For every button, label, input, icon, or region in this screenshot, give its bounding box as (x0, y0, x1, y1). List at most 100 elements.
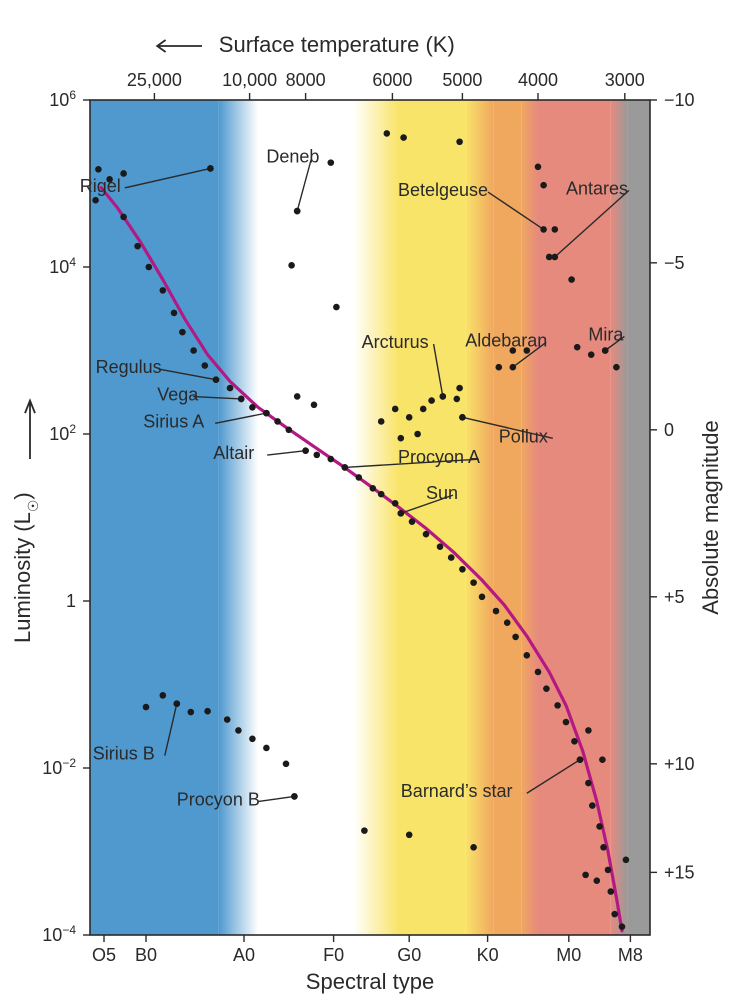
svg-text:102: 102 (49, 422, 76, 444)
star-point (623, 857, 630, 864)
star-point (600, 844, 607, 851)
star-label: Deneb (266, 147, 319, 167)
chart-svg: RigelDenebBetelgeuseAntaresRegulusVegaSi… (0, 0, 744, 1000)
star-point (535, 669, 542, 676)
star-point (333, 304, 340, 311)
arrow-left-icon (157, 40, 202, 52)
star-point (540, 182, 547, 189)
star-point (574, 344, 581, 351)
svg-text:10−2: 10−2 (42, 756, 76, 778)
star-point (437, 543, 444, 550)
star-point (599, 756, 606, 763)
right-axis-title: Absolute magnitude (698, 420, 723, 614)
star-point (249, 404, 256, 411)
star-point (356, 474, 363, 481)
star-point (493, 608, 500, 615)
star-point (456, 385, 463, 392)
star-point (582, 872, 589, 879)
star-point (470, 844, 477, 851)
star-point (314, 452, 321, 459)
arrow-up-icon (25, 401, 35, 459)
star-point (286, 427, 293, 434)
svg-text:104: 104 (49, 255, 76, 277)
svg-text:10−4: 10−4 (42, 923, 76, 945)
star-point (204, 708, 211, 715)
star-label: Regulus (96, 357, 162, 377)
star-point (134, 243, 141, 250)
star-point (613, 364, 620, 371)
star-point (554, 702, 561, 709)
star-point (120, 170, 127, 177)
star-point (160, 287, 167, 294)
star-point (95, 166, 102, 173)
star-label: Altair (213, 443, 254, 463)
star-point (328, 456, 335, 463)
svg-text:0: 0 (664, 420, 674, 440)
star-point (406, 832, 413, 839)
star-point (428, 397, 435, 404)
svg-text:F0: F0 (323, 945, 344, 965)
star-point (571, 738, 578, 745)
star-point (470, 579, 477, 586)
svg-text:M0: M0 (556, 945, 581, 965)
star-label: Pollux (499, 426, 548, 446)
star-label: Antares (566, 178, 628, 198)
star-point (92, 197, 99, 204)
star-point (190, 347, 197, 354)
star-point (409, 518, 416, 525)
star-label: Arcturus (362, 332, 429, 352)
star-point (378, 491, 385, 498)
star-point (361, 827, 368, 834)
svg-text:O5: O5 (92, 945, 116, 965)
star-point (378, 418, 385, 425)
svg-text:+15: +15 (664, 862, 695, 882)
star-point (311, 401, 318, 408)
svg-text:B0: B0 (135, 945, 157, 965)
svg-text:−5: −5 (664, 253, 685, 273)
svg-text:+10: +10 (664, 754, 695, 774)
svg-text:5000: 5000 (442, 70, 482, 90)
svg-text:8000: 8000 (286, 70, 326, 90)
star-point (400, 134, 407, 141)
star-point (392, 406, 399, 413)
star-point (589, 802, 596, 809)
star-label: Betelgeuse (398, 180, 488, 200)
star-point (249, 735, 256, 742)
star-point (543, 685, 550, 692)
star-point (448, 554, 455, 561)
star-point (459, 566, 466, 573)
star-point (406, 414, 413, 421)
star-point (423, 531, 430, 538)
star-label: Sun (426, 483, 458, 503)
star-label: Barnard’s star (401, 781, 513, 801)
star-point (143, 704, 150, 711)
star-point (398, 435, 405, 442)
star-point (146, 264, 153, 271)
star-point (392, 500, 399, 507)
svg-text:+5: +5 (664, 587, 685, 607)
star-label: Mira (588, 324, 624, 344)
star-point (524, 652, 531, 659)
star-point (456, 138, 463, 145)
star-point (605, 867, 612, 874)
svg-text:25,000: 25,000 (127, 70, 182, 90)
star-point (370, 485, 377, 492)
star-point (619, 923, 626, 930)
left-axis-title: Luminosity (L☉) (10, 492, 41, 643)
star-point (611, 911, 618, 918)
svg-text:3000: 3000 (605, 70, 645, 90)
star-label: Aldebaran (465, 330, 547, 350)
star-label: Vega (157, 385, 199, 405)
star-point (160, 692, 167, 699)
star-point (563, 719, 570, 726)
svg-text:10,000: 10,000 (222, 70, 277, 90)
svg-text:106: 106 (49, 88, 76, 110)
star-point (479, 594, 486, 601)
star-label: Rigel (80, 176, 121, 196)
star-point (179, 329, 186, 336)
svg-text:1: 1 (66, 591, 76, 611)
svg-text:A0: A0 (233, 945, 255, 965)
hr-diagram: RigelDenebBetelgeuseAntaresRegulusVegaSi… (0, 0, 744, 1000)
star-point (608, 888, 615, 895)
star-point (188, 709, 195, 716)
